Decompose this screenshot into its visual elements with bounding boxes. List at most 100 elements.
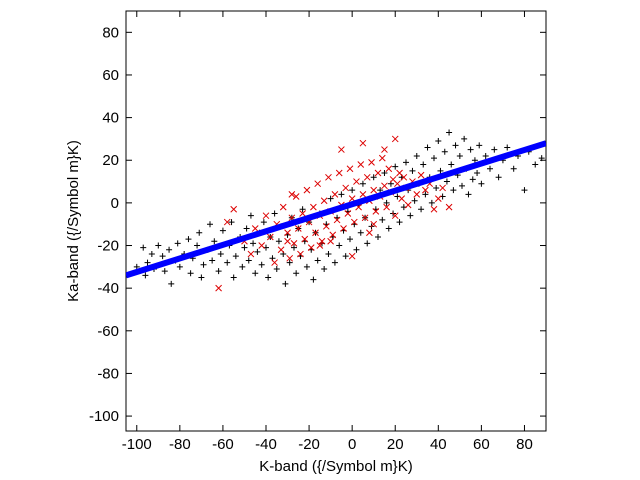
- data-point-plus: [411, 197, 418, 204]
- data-point-plus: [407, 212, 414, 219]
- data-point-cross: [383, 203, 390, 211]
- data-point-plus: [465, 191, 472, 198]
- data-point-cross: [370, 186, 378, 194]
- fit-line: [126, 140, 546, 279]
- data-point-plus: [250, 240, 257, 247]
- data-point-plus: [521, 187, 528, 194]
- data-point-plus: [441, 148, 448, 155]
- data-point-cross: [398, 195, 406, 202]
- data-point-cross: [430, 205, 438, 213]
- data-point-cross: [290, 240, 298, 247]
- data-point-plus: [450, 187, 457, 194]
- data-point-plus: [303, 263, 310, 270]
- data-point-cross: [262, 212, 270, 220]
- data-point-plus: [325, 251, 332, 258]
- data-point-plus: [452, 142, 459, 149]
- data-point-plus: [478, 180, 485, 187]
- data-point-plus: [353, 246, 360, 253]
- data-point-cross: [391, 212, 399, 220]
- data-point-plus: [461, 135, 468, 142]
- data-point-plus: [431, 155, 437, 162]
- data-point-plus: [194, 242, 201, 249]
- data-point-plus: [446, 129, 453, 136]
- data-point-plus: [148, 251, 155, 258]
- data-point-plus: [241, 244, 248, 251]
- data-point-plus: [215, 268, 222, 275]
- data-point-cross: [391, 135, 399, 143]
- data-point-cross: [312, 229, 319, 237]
- data-point-plus: [448, 161, 455, 168]
- data-point-cross: [434, 195, 442, 202]
- data-point-cross: [359, 139, 367, 147]
- data-point-cross: [297, 250, 304, 258]
- data-point-plus: [293, 270, 300, 277]
- data-point-plus: [538, 155, 545, 162]
- data-point-plus: [252, 270, 259, 277]
- data-point-cross: [247, 250, 255, 258]
- data-point-cross: [301, 235, 309, 243]
- data-point-plus: [383, 199, 390, 206]
- data-point-cross: [284, 229, 291, 237]
- data-point-plus: [155, 242, 162, 249]
- data-point-plus: [504, 144, 511, 151]
- data-point-cross: [314, 180, 322, 188]
- data-point-plus: [379, 216, 386, 223]
- data-point-plus: [140, 244, 147, 251]
- data-point-plus: [435, 138, 442, 145]
- data-point-plus: [286, 259, 293, 266]
- data-point-plus: [347, 236, 353, 243]
- data-point-plus: [327, 195, 334, 202]
- data-point-plus: [357, 229, 364, 236]
- data-point-cross: [359, 190, 367, 198]
- tick-labels: -100 -80 -60 -40 -20 0 20 40 60 80 -100 -80 -60 -40 -2…: [89, 24, 533, 453]
- y-tick-label: -100: [89, 408, 119, 425]
- data-point-plus: [349, 187, 356, 194]
- data-point-plus: [456, 152, 463, 159]
- data-point-plus: [273, 265, 280, 272]
- data-point-cross: [404, 201, 412, 209]
- x-tick-label: 80: [516, 436, 533, 453]
- data-point-plus: [403, 159, 409, 166]
- data-point-plus: [275, 238, 282, 245]
- data-point-plus: [422, 191, 429, 198]
- data-point-cross: [307, 244, 315, 252]
- data-point-cross: [357, 161, 365, 168]
- x-tick-label: -20: [298, 436, 320, 453]
- data-point-plus: [314, 257, 321, 264]
- data-point-plus: [377, 187, 384, 194]
- data-point-cross: [333, 216, 341, 224]
- data-point-plus: [413, 152, 420, 159]
- x-tick-label: -60: [212, 436, 234, 453]
- data-point-plus: [142, 272, 149, 279]
- y-tick-label: 60: [102, 67, 119, 84]
- y-tick-label: -80: [97, 365, 119, 382]
- data-point-cross: [271, 259, 278, 266]
- data-point-cross: [338, 146, 345, 153]
- data-point-plus: [495, 174, 502, 181]
- data-marks: [126, 129, 546, 292]
- data-point-plus: [424, 144, 431, 151]
- data-point-cross: [363, 173, 371, 181]
- data-point-plus: [209, 257, 216, 264]
- data-point-plus: [469, 176, 476, 183]
- data-point-plus: [370, 174, 377, 181]
- data-point-plus: [437, 167, 444, 174]
- data-point-cross: [400, 173, 408, 181]
- data-point-plus: [476, 142, 483, 149]
- data-point-plus: [174, 240, 181, 247]
- data-point-plus: [385, 225, 392, 232]
- data-point-plus: [474, 170, 481, 177]
- data-point-plus: [491, 146, 498, 153]
- data-point-cross: [279, 203, 287, 211]
- y-tick-label: 20: [102, 152, 119, 169]
- data-point-cross: [381, 182, 388, 190]
- x-tick-label: 60: [473, 436, 490, 453]
- data-point-plus: [364, 240, 371, 247]
- y-axis-label: Ka-band ({/Symbol m}K): [65, 140, 82, 302]
- data-point-plus: [375, 233, 381, 240]
- data-point-plus: [196, 229, 203, 236]
- data-point-plus: [487, 165, 493, 172]
- data-point-plus: [482, 152, 489, 159]
- data-point-plus: [271, 210, 278, 217]
- data-point-cross: [413, 190, 421, 198]
